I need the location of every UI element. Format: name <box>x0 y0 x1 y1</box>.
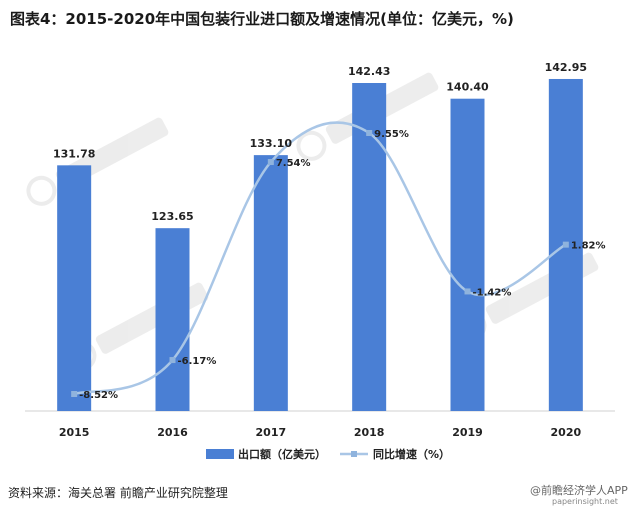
growth-label-2015: -8.52% <box>79 390 118 401</box>
watermark-name: @前瞻经济学人APP <box>530 484 628 497</box>
watermark-layer <box>26 72 599 371</box>
legend: 出口额（亿美元） 同比增速（%） <box>206 447 450 461</box>
bar-label-2015: 131.78 <box>53 147 95 160</box>
growth-point-2020 <box>562 241 569 248</box>
legend-bar-swatch <box>206 449 234 459</box>
bar-2017 <box>253 155 288 411</box>
legend-bar-label: 出口额（亿美元） <box>238 447 326 461</box>
growth-value-labels: -8.52% -6.17% 7.54% 9.55% -1.42% 1.82% <box>79 129 605 401</box>
bar-label-2019: 140.40 <box>446 81 489 94</box>
growth-label-2019: -1.42% <box>473 287 512 298</box>
x-tick-2017: 2017 <box>256 426 287 439</box>
bar-2019 <box>450 98 485 411</box>
bar-2015 <box>57 165 92 411</box>
bar-label-2017: 133.10 <box>250 137 293 150</box>
growth-line <box>73 121 567 396</box>
legend-line-marker <box>351 451 357 457</box>
growth-point-2019 <box>464 288 471 295</box>
bar-series <box>57 78 583 412</box>
x-tick-2019: 2019 <box>452 426 483 439</box>
growth-label-2016: -6.17% <box>178 356 217 367</box>
growth-point-2018 <box>366 130 373 136</box>
source-note: 资料来源：海关总署 前瞻产业研究院整理 <box>8 486 228 500</box>
x-tick-2015: 2015 <box>59 426 90 439</box>
chart-title: 图表4：2015-2020年中国包装行业进口额及增速情况(单位：亿美元，%) <box>10 10 514 28</box>
growth-markers <box>71 130 569 397</box>
growth-point-2016 <box>169 357 176 364</box>
growth-point-2017 <box>267 159 274 166</box>
x-tick-2018: 2018 <box>354 426 385 439</box>
growth-label-2018: 9.55% <box>374 129 409 140</box>
growth-label-2020: 1.82% <box>571 241 606 252</box>
watermark-site: paperinsight.net <box>552 497 618 506</box>
bar-label-2016: 123.65 <box>151 210 193 223</box>
growth-point-2015 <box>71 391 78 397</box>
x-tick-labels: 2015 2016 2017 2018 2019 2020 <box>59 426 582 439</box>
growth-label-2017: 7.54% <box>276 158 311 169</box>
bar-label-2020: 142.95 <box>545 61 587 74</box>
bar-2018 <box>352 83 387 411</box>
bar-2016 <box>155 228 190 411</box>
legend-line-label: 同比增速（%） <box>373 447 450 461</box>
watermark-logo-1 <box>26 117 169 206</box>
x-tick-2016: 2016 <box>157 426 188 439</box>
bar-value-labels: 131.78 123.65 133.10 142.43 140.40 142.95 <box>53 61 587 223</box>
bar-label-2018: 142.43 <box>348 65 390 78</box>
x-tick-2020: 2020 <box>551 426 582 439</box>
